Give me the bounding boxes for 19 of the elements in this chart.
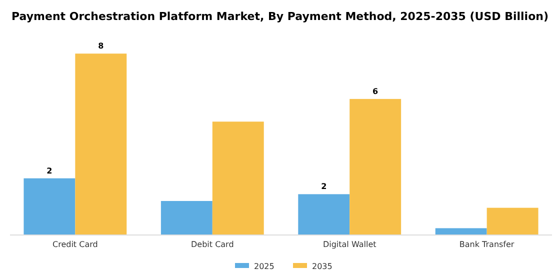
- x-tick-label: Credit Card: [52, 240, 98, 249]
- data-label: 6: [372, 86, 379, 96]
- x-tick-label: Debit Card: [191, 240, 234, 249]
- legend-label: 2025: [254, 262, 274, 271]
- data-label: 2: [46, 166, 52, 176]
- bar: [75, 54, 127, 235]
- data-label: 2: [321, 182, 327, 192]
- bar: [350, 98, 402, 235]
- bar: [24, 178, 76, 235]
- legend-label: 2035: [312, 262, 332, 271]
- bar: [435, 228, 487, 235]
- bar: [160, 200, 212, 235]
- bar: [298, 194, 350, 235]
- x-tick-label: Digital Wallet: [322, 240, 376, 249]
- x-tick-label: Bank Transfer: [459, 240, 515, 249]
- data-label: 8: [98, 42, 104, 51]
- bar: [212, 122, 264, 235]
- bar: [486, 208, 538, 235]
- chart-title: Payment Orchestration Platform Market, By Payment Method, 2025-2035 (USD Billion): [12, 10, 548, 23]
